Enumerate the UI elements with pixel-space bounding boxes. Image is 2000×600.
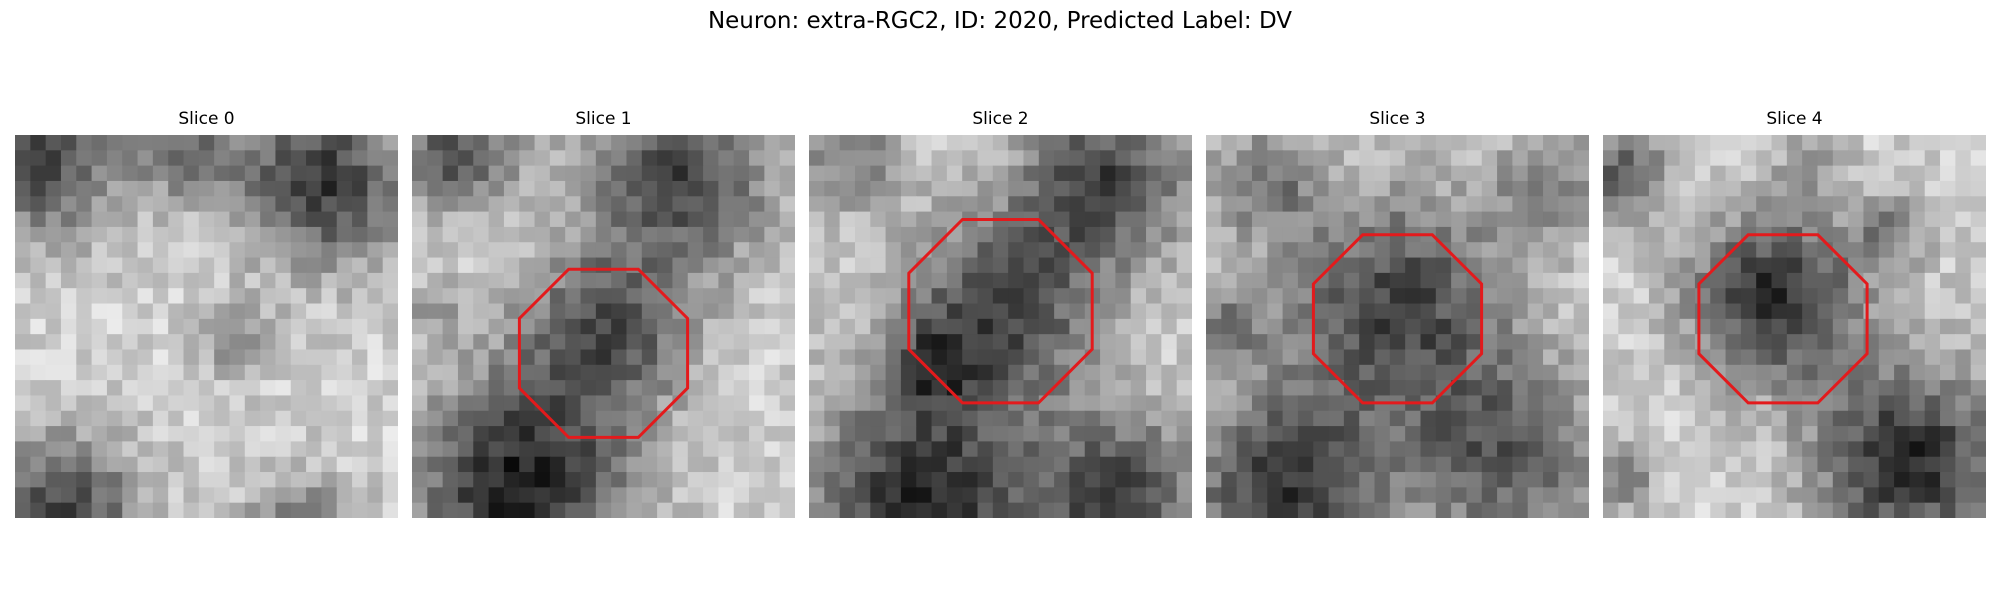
slice-title: Slice 3 — [1206, 108, 1589, 130]
figure-title: Neuron: extra-RGC2, ID: 2020, Predicted … — [0, 8, 2000, 34]
slice-panel-2: Slice 2 — [809, 108, 1192, 130]
slice-panel-0: Slice 0 — [15, 108, 398, 130]
grayscale-image — [809, 135, 1192, 518]
slice-title: Slice 4 — [1603, 108, 1986, 130]
grayscale-image — [412, 135, 795, 518]
slice-panel-3: Slice 3 — [1206, 108, 1589, 130]
slice-title: Slice 2 — [809, 108, 1192, 130]
slice-panel-1: Slice 1 — [412, 108, 795, 130]
grayscale-image — [15, 135, 398, 518]
slice-title: Slice 1 — [412, 108, 795, 130]
slice-panel-4: Slice 4 — [1603, 108, 1986, 130]
grayscale-image — [1603, 135, 1986, 518]
slice-title: Slice 0 — [15, 108, 398, 130]
grayscale-image — [1206, 135, 1589, 518]
